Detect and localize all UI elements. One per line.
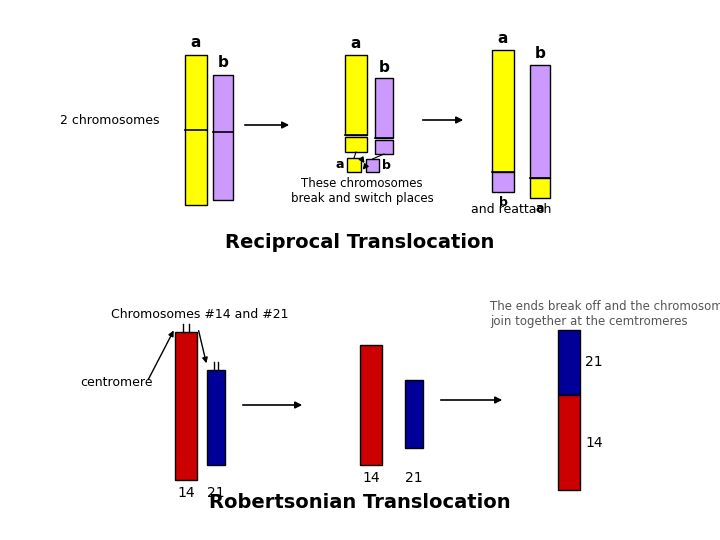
Text: Robertsonian Translocation: Robertsonian Translocation — [210, 493, 510, 512]
Text: b: b — [379, 60, 390, 75]
Text: b: b — [217, 55, 228, 70]
Text: b: b — [498, 196, 508, 209]
Bar — [345, 137, 367, 152]
Text: 14: 14 — [362, 471, 380, 485]
Text: 21: 21 — [585, 355, 603, 369]
Text: Reciprocal Translocation: Reciprocal Translocation — [225, 233, 495, 252]
Bar — [375, 140, 393, 154]
Text: b: b — [534, 46, 546, 61]
Text: a: a — [498, 31, 508, 46]
Text: centromere: centromere — [80, 375, 153, 388]
Bar — [345, 55, 367, 135]
Text: These chromosomes
break and switch places: These chromosomes break and switch place… — [291, 177, 433, 205]
Bar — [175, 332, 197, 480]
Text: 14: 14 — [585, 436, 603, 450]
Bar — [213, 75, 233, 200]
Text: a: a — [191, 35, 201, 50]
Bar — [347, 158, 361, 172]
Text: The ends break off and the chromosomes
join together at the cemtromeres: The ends break off and the chromosomes j… — [490, 300, 720, 328]
Text: a: a — [336, 159, 344, 172]
Text: a: a — [536, 202, 544, 215]
Bar — [558, 395, 580, 490]
Text: b: b — [382, 159, 391, 172]
Bar — [207, 370, 225, 465]
Bar — [360, 345, 382, 465]
Bar — [366, 159, 379, 172]
Bar — [185, 55, 207, 205]
Text: and reattach: and reattach — [471, 203, 552, 216]
Text: Chromosomes #14 and #21: Chromosomes #14 and #21 — [112, 308, 289, 321]
Text: a: a — [351, 36, 361, 51]
Text: 14: 14 — [177, 486, 195, 500]
Bar — [492, 50, 514, 172]
Bar — [375, 78, 393, 138]
Bar — [530, 178, 550, 198]
Bar — [530, 65, 550, 178]
Text: 2 chromosomes: 2 chromosomes — [60, 113, 160, 126]
Bar — [558, 330, 580, 395]
Text: 21: 21 — [207, 486, 225, 500]
Bar — [492, 172, 514, 192]
Bar — [405, 380, 423, 448]
Text: 21: 21 — [405, 471, 423, 485]
